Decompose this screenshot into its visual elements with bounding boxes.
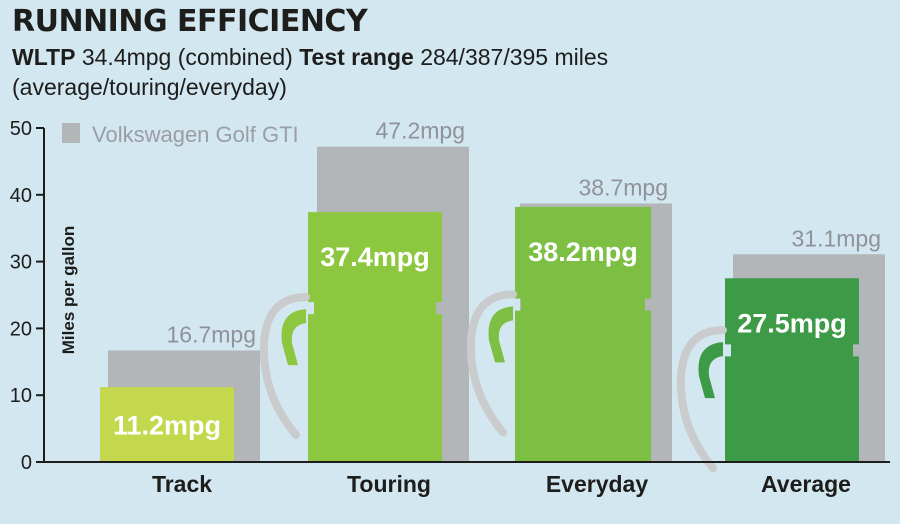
fuel-hose-icon <box>259 293 310 440</box>
y-axis-label: Miles per gallon <box>59 226 78 354</box>
y-tick-label: 20 <box>10 318 32 340</box>
x-tick-label: Touring <box>347 471 431 497</box>
range-label: Test range <box>299 44 414 70</box>
chart-title: RUNNING EFFICIENCY <box>12 4 368 39</box>
y-tick-label: 10 <box>10 385 32 407</box>
bar-touring <box>308 212 442 462</box>
range-note: (average/touring/everyday) <box>12 74 287 100</box>
y-tick-label: 40 <box>10 185 32 207</box>
bar-value-label: 27.5mpg <box>737 308 847 338</box>
legend-label: Volkswagen Golf GTI <box>92 122 299 147</box>
fuel-nozzle-icon <box>281 309 306 366</box>
bar-label-golf-gti: 47.2mpg <box>375 118 465 144</box>
range-value: 284/387/395 miles <box>420 44 609 70</box>
bar-value-label: 11.2mpg <box>113 411 221 441</box>
x-tick-label: Track <box>152 471 212 497</box>
x-tick-label: Average <box>761 471 851 497</box>
bar-everyday <box>515 206 651 462</box>
y-tick-label: 50 <box>10 118 32 140</box>
bar-label-golf-gti: 31.1mpg <box>791 225 881 251</box>
fuel-nozzle-icon <box>488 306 513 363</box>
fuel-hose-icon <box>676 326 727 473</box>
bar-track <box>100 387 234 462</box>
wltp-value: 34.4mpg (combined) <box>81 44 293 70</box>
fuel-nozzle-icon <box>698 342 723 399</box>
bar-label-golf-gti: 16.7mpg <box>166 321 256 347</box>
bar-label-golf-gti: 38.7mpg <box>578 174 668 200</box>
bar-average <box>725 278 859 462</box>
x-tick-label: Everyday <box>546 471 649 497</box>
fuel-hose-icon <box>466 290 517 437</box>
wltp-label: WLTP <box>12 44 76 70</box>
legend-swatch <box>62 123 80 143</box>
y-tick-label: 30 <box>10 252 32 274</box>
bar-value-label: 38.2mpg <box>528 237 638 267</box>
y-tick-label: 0 <box>21 452 32 474</box>
bar-value-label: 37.4mpg <box>320 242 430 272</box>
chart-subtitle: WLTP 34.4mpg (combined) Test range 284/3… <box>12 42 872 102</box>
